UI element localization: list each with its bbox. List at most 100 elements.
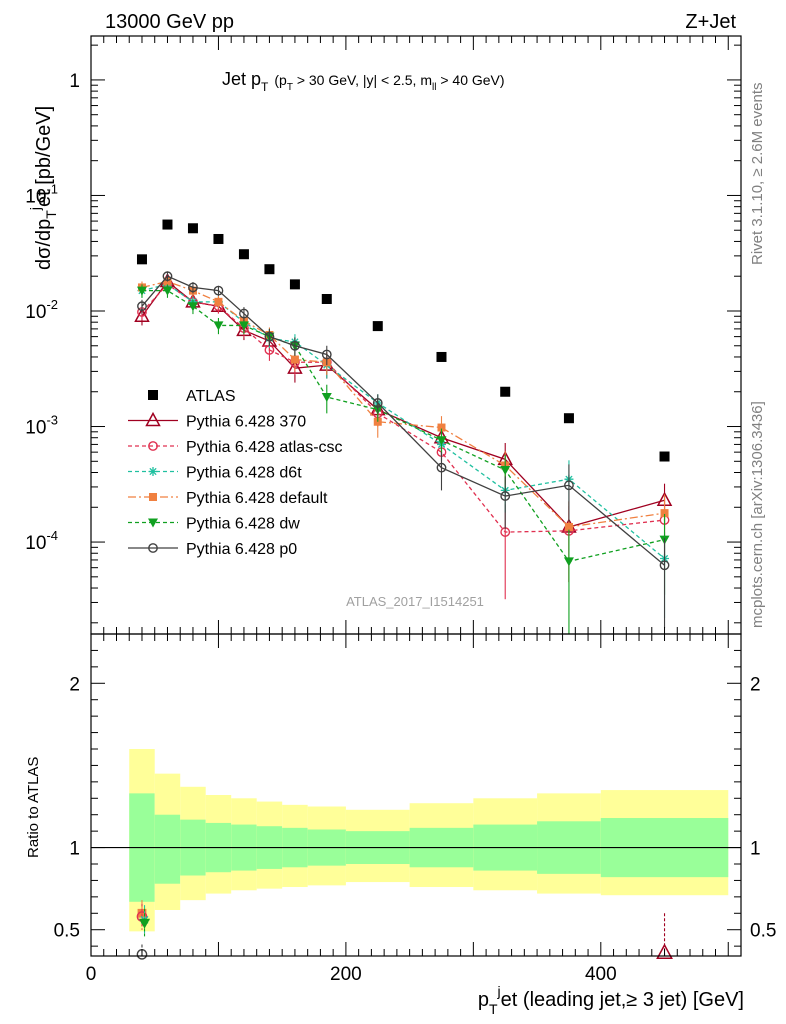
y-tick-label: 10-2 <box>25 297 58 323</box>
legend-marker <box>148 441 158 451</box>
data-point <box>659 451 670 462</box>
legend: ATLAS Pythia 6.428 370 Pythia 6.428 atlas-… <box>128 388 343 558</box>
legend-label: Pythia 6.428 default <box>186 490 328 507</box>
header-left: 13000 GeV pp <box>105 11 234 33</box>
ratio-tick-label: 2 <box>69 674 80 695</box>
data-point <box>564 480 574 491</box>
ratio-point-0 <box>656 913 673 959</box>
legend-entry-3: Pythia 6.428 d6t <box>128 465 302 482</box>
data-point <box>136 286 147 296</box>
y-tick-label: 10-3 <box>25 413 58 439</box>
legend-entry-5: Pythia 6.428 dw <box>128 516 300 533</box>
data-point <box>660 509 669 518</box>
plot-title: Jet pT (pT > 30 GeV, |y| < 2.5, mll > 40 … <box>222 69 505 94</box>
data-point <box>214 297 223 306</box>
legend-marker <box>148 543 158 553</box>
data-point <box>187 223 198 234</box>
ratio-tick-label: 1 <box>69 839 80 860</box>
data-point <box>162 219 173 230</box>
legend-label: Pythia 6.428 370 <box>186 414 306 431</box>
legend-marker <box>145 411 161 427</box>
x-tick-label: 0 <box>86 964 97 985</box>
data-point <box>372 398 383 408</box>
data-point <box>659 560 670 571</box>
data-point <box>436 351 447 362</box>
data-point <box>238 249 249 260</box>
legend-label: Pythia 6.428 p0 <box>186 541 297 558</box>
data-point <box>289 279 300 290</box>
ratio-uncertainty-bands <box>91 749 741 932</box>
data-point <box>563 557 574 567</box>
axes: 0 200 400 1 10-1 10-2 10-3 10-4 2 2 1 1 0.5 0.5 <box>25 35 776 985</box>
legend-marker <box>148 467 158 476</box>
legend-entry-6: Pythia 6.428 p0 <box>128 541 297 558</box>
y-axis-label: dσ/dpTjet [pb/GeV] <box>27 106 59 270</box>
legend-entry-2: Pythia 6.428 atlas-csc <box>128 439 343 456</box>
ratio-tick-label-right: 1 <box>750 839 761 860</box>
data-point <box>187 302 198 312</box>
y-tick-label: 10-4 <box>25 528 58 554</box>
ratio-y-axis-label: Ratio to ATLAS <box>25 757 42 858</box>
mcplots-label: mcplots.cern.ch [arXiv:1306.3436] <box>749 401 766 628</box>
data-point <box>238 321 249 331</box>
ratio-frame <box>90 633 742 957</box>
analysis-id: ATLAS_2017_I1514251 <box>346 594 484 609</box>
legend-entry-4: Pythia 6.428 default <box>128 490 328 507</box>
data-point <box>239 308 249 319</box>
series-5 <box>136 284 670 634</box>
x-tick-label: 400 <box>585 964 617 985</box>
legend-label: Pythia 6.428 atlas-csc <box>186 439 343 456</box>
legend-entry-1: Pythia 6.428 370 <box>128 411 306 431</box>
legend-label: ATLAS <box>186 388 236 405</box>
data-point <box>162 286 173 296</box>
series-6 <box>137 271 670 629</box>
data-point <box>162 271 173 282</box>
header-right: Z+Jet <box>685 11 736 33</box>
data-point <box>436 462 447 473</box>
ratio-tick-label-right: 0.5 <box>750 921 776 942</box>
main-plot-marks <box>134 219 673 634</box>
ratio-plot-marks <box>136 900 673 960</box>
x-tick-label: 200 <box>330 964 362 985</box>
legend-label: Pythia 6.428 d6t <box>186 465 302 482</box>
series-0 <box>136 219 670 462</box>
ratio-point-4 <box>139 908 151 938</box>
data-point <box>213 285 224 296</box>
legend-marker <box>148 390 158 400</box>
data-point <box>290 355 299 364</box>
ratio-marker <box>139 918 151 929</box>
data-point <box>437 423 446 432</box>
ratio-marker <box>137 908 147 918</box>
ratio-tick-label-right: 2 <box>750 674 761 695</box>
data-point <box>213 321 224 331</box>
data-point <box>290 340 300 351</box>
data-point <box>321 393 332 403</box>
data-point <box>264 331 275 342</box>
data-point <box>136 254 147 265</box>
legend-entry-0: ATLAS <box>148 388 236 405</box>
rivet-label: Rivet 3.1.10, ≥ 2.6M events <box>749 83 766 266</box>
legend-marker <box>148 518 158 528</box>
data-point <box>500 386 511 397</box>
data-point <box>137 301 147 312</box>
ratio-tick-label: 0.5 <box>54 921 80 942</box>
data-point <box>563 413 574 424</box>
data-point <box>500 466 511 476</box>
data-point <box>372 321 383 332</box>
x-axis-label: pTjet (leading jet,≥ 3 jet) [GeV] <box>478 983 744 1017</box>
data-point <box>436 436 447 446</box>
data-point <box>500 491 511 501</box>
ratio-band-inner <box>154 814 181 884</box>
legend-label: Pythia 6.428 dw <box>186 516 300 533</box>
data-point <box>188 282 198 293</box>
data-point <box>321 293 332 304</box>
ratio-marker <box>656 943 673 959</box>
y-tick-label: 1 <box>69 71 80 92</box>
data-point <box>264 264 275 275</box>
legend-marker <box>149 493 157 501</box>
y-tick-label: 10-1 <box>25 181 58 207</box>
data-point <box>213 233 224 244</box>
data-point <box>564 522 573 531</box>
data-point <box>321 349 332 360</box>
